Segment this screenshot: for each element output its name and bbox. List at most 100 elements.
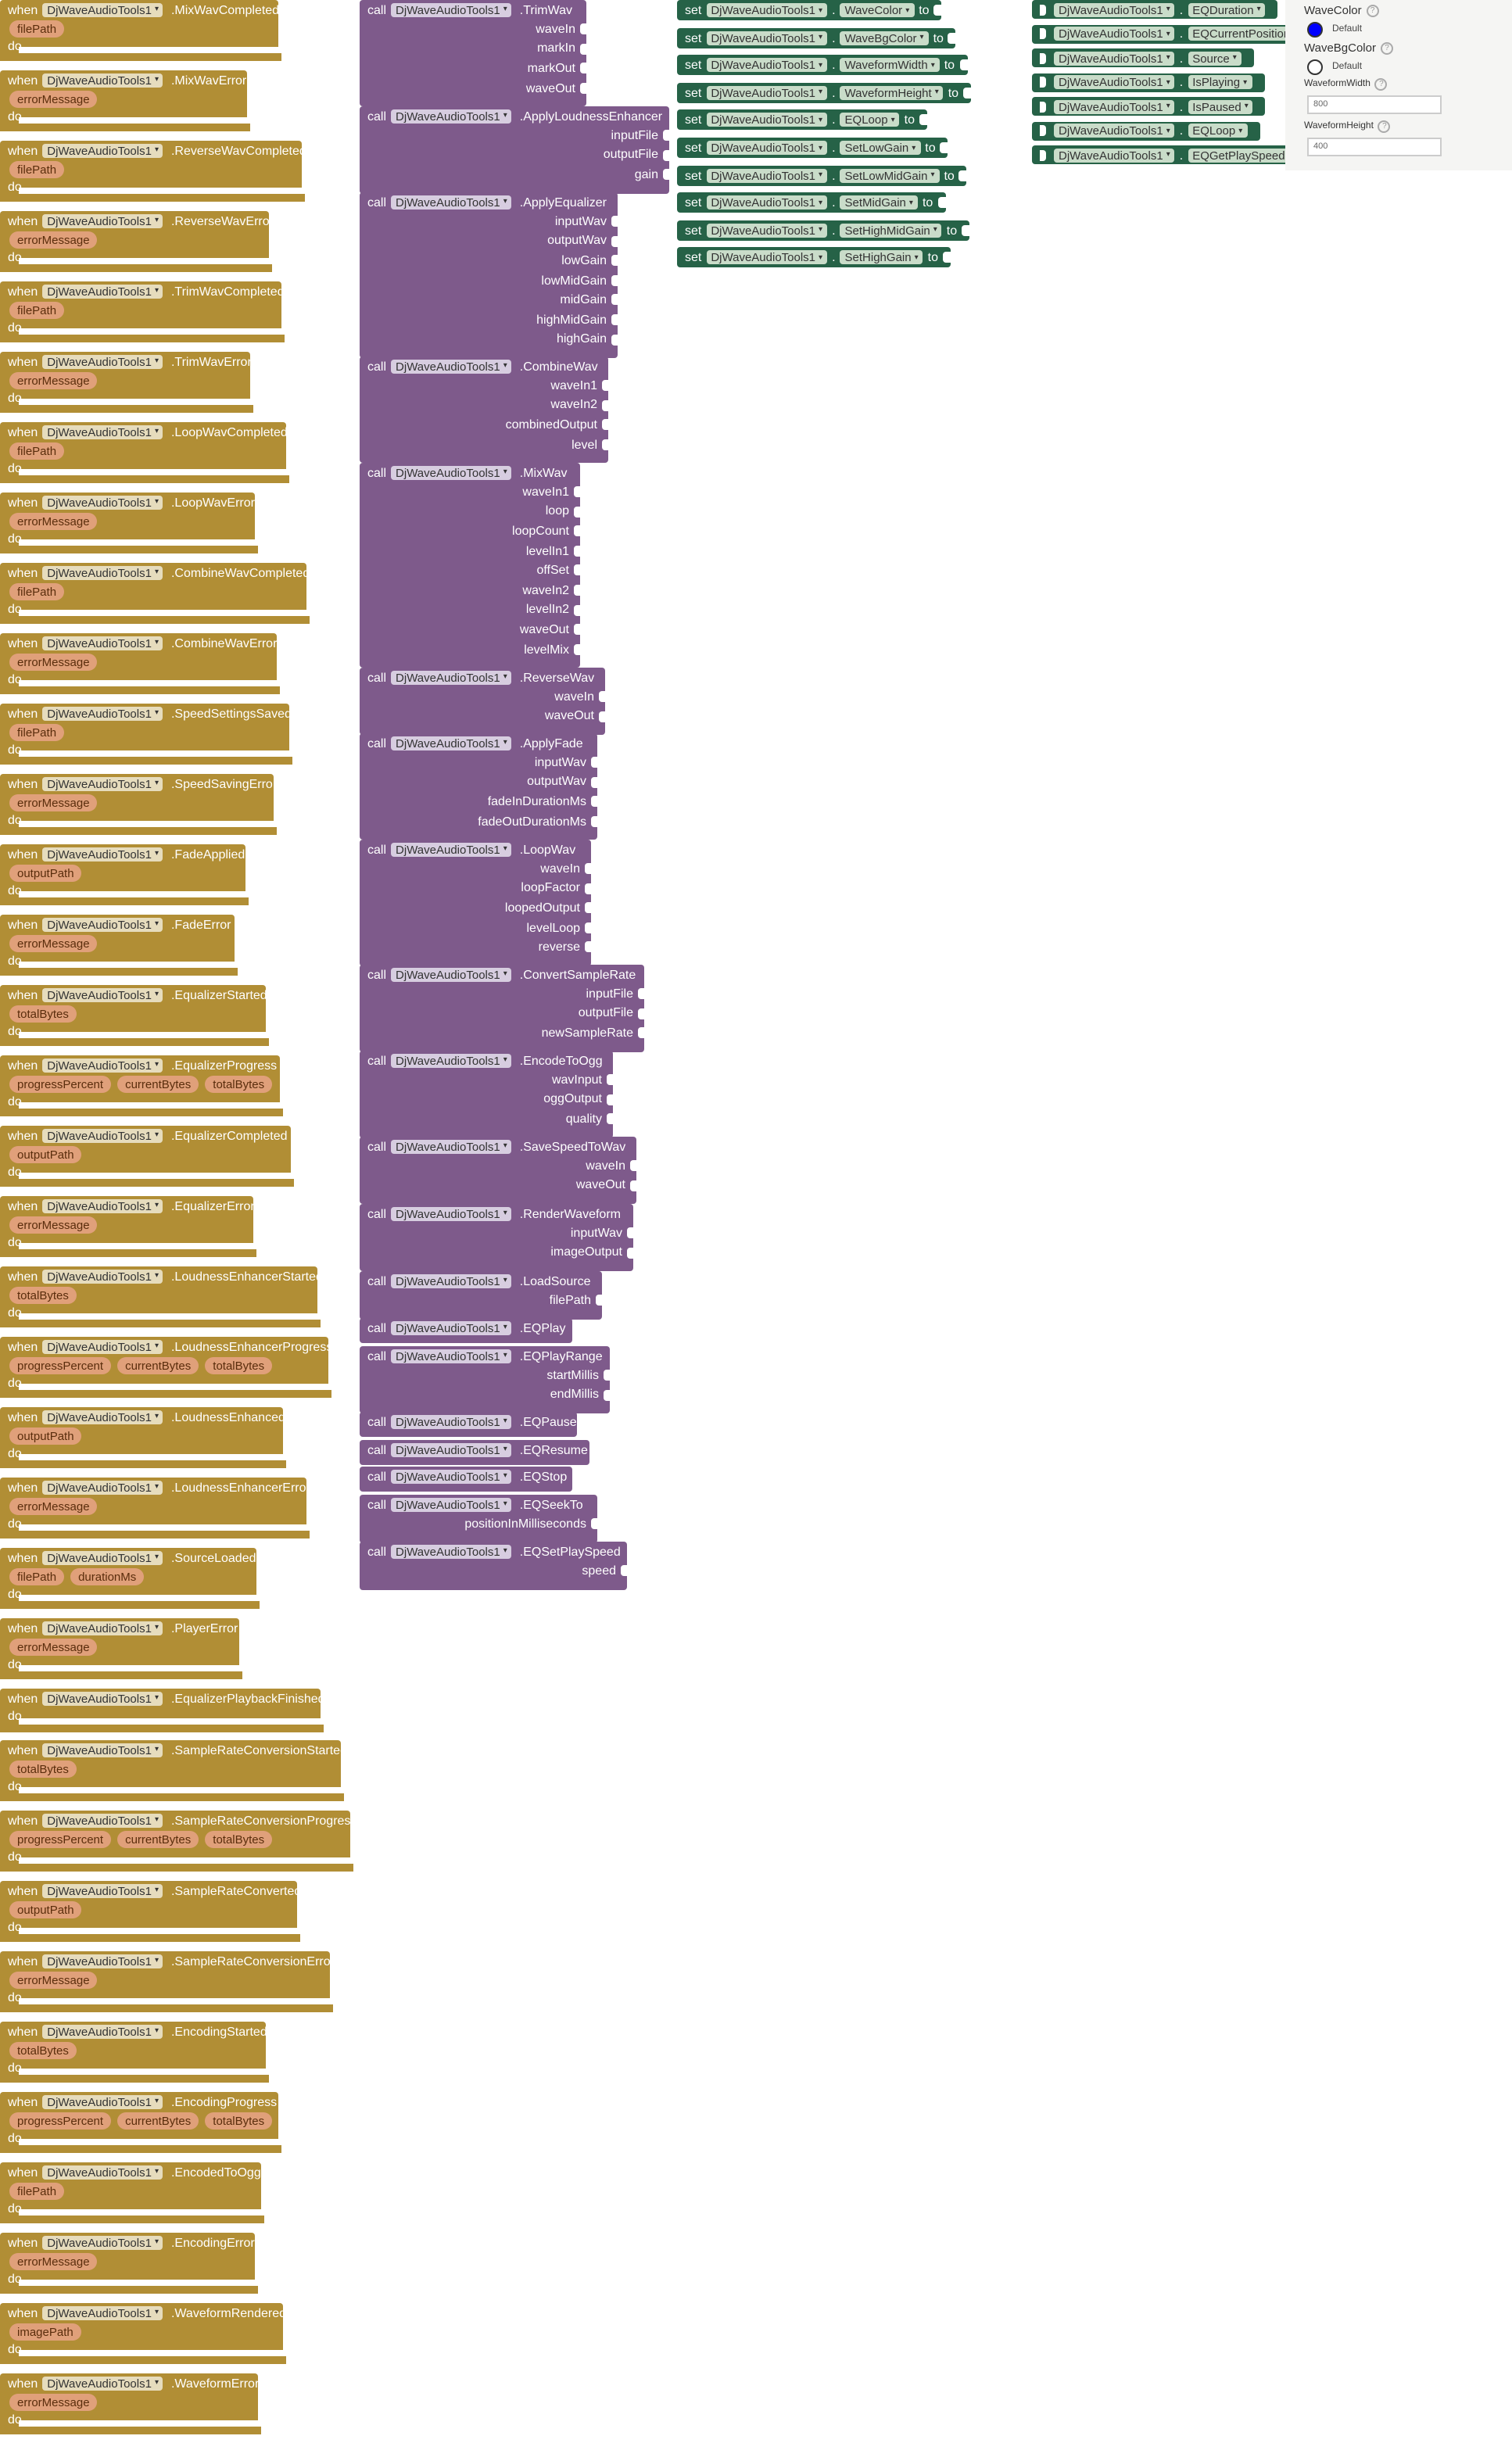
- param-current-bytes[interactable]: currentBytes: [117, 1830, 199, 1847]
- component-dropdown[interactable]: DjWaveAudioTools1 ▾: [391, 1273, 512, 1288]
- param-duration-ms[interactable]: durationMs: [70, 1567, 145, 1585]
- component-dropdown[interactable]: DjWaveAudioTools1 ▾: [42, 1410, 163, 1424]
- arg-socket-input-file[interactable]: inputFile: [360, 125, 671, 145]
- event-block-encoded-to-ogg[interactable]: when DjWaveAudioTools1 ▾ .EncodedToOgg fileP…: [0, 2162, 264, 2223]
- setter-block-set-mid-gain[interactable]: set DjWaveAudioTools1 ▾. SetMidGain ▾ to: [677, 192, 946, 213]
- setter-block-set-high-gain[interactable]: set DjWaveAudioTools1 ▾. SetHighGain ▾ to: [677, 247, 951, 268]
- param-total-bytes[interactable]: totalBytes: [9, 2041, 77, 2058]
- component-dropdown[interactable]: DjWaveAudioTools1 ▾: [1054, 124, 1175, 138]
- do-statement-slot[interactable]: [19, 1032, 266, 1038]
- param-error-message[interactable]: errorMessage: [9, 1497, 98, 1514]
- method-block-eqstop[interactable]: call DjWaveAudioTools1 ▾ .EQStop: [360, 1467, 572, 1492]
- arg-socket-image-output[interactable]: imageOutput: [360, 1242, 635, 1262]
- property-dropdown[interactable]: IsPaused ▾: [1188, 99, 1253, 113]
- component-dropdown[interactable]: DjWaveAudioTools1 ▾: [42, 495, 163, 509]
- arg-socket-level-in1[interactable]: levelIn1: [360, 541, 582, 561]
- component-dropdown[interactable]: DjWaveAudioTools1 ▾: [42, 1621, 163, 1635]
- component-dropdown[interactable]: DjWaveAudioTools1 ▾: [42, 1954, 163, 1968]
- method-block-eqset-play-speed[interactable]: call DjWaveAudioTools1 ▾ .EQSetPlaySpeed spe…: [360, 1542, 629, 1590]
- do-statement-slot[interactable]: [19, 328, 281, 335]
- property-dropdown[interactable]: SetLowGain ▾: [840, 141, 921, 155]
- event-block-source-loaded[interactable]: when DjWaveAudioTools1 ▾ .SourceLoaded fileP…: [0, 1548, 260, 1609]
- component-dropdown[interactable]: DjWaveAudioTools1 ▾: [391, 842, 512, 856]
- component-dropdown[interactable]: DjWaveAudioTools1 ▾: [1054, 99, 1175, 113]
- component-dropdown[interactable]: DjWaveAudioTools1 ▾: [42, 424, 163, 439]
- do-statement-slot[interactable]: [19, 1595, 256, 1601]
- component-dropdown[interactable]: DjWaveAudioTools1 ▾: [391, 1139, 512, 1153]
- component-dropdown[interactable]: DjWaveAudioTools1 ▾: [42, 73, 163, 87]
- component-dropdown[interactable]: DjWaveAudioTools1 ▾: [391, 1320, 512, 1334]
- component-dropdown[interactable]: DjWaveAudioTools1 ▾: [42, 1813, 163, 1827]
- do-statement-slot[interactable]: [19, 1243, 253, 1249]
- arg-socket-mark-in[interactable]: markIn: [360, 38, 588, 58]
- method-block-render-waveform[interactable]: call DjWaveAudioTools1 ▾ .RenderWaveform inp…: [360, 1204, 635, 1272]
- event-block-combine-wav-error[interactable]: when DjWaveAudioTools1 ▾ .CombineWavError er…: [0, 633, 280, 694]
- component-dropdown[interactable]: DjWaveAudioTools1 ▾: [1054, 75, 1175, 89]
- param-file-path[interactable]: filePath: [9, 1567, 65, 1585]
- component-dropdown[interactable]: DjWaveAudioTools1 ▾: [391, 1469, 512, 1483]
- component-dropdown[interactable]: DjWaveAudioTools1 ▾: [391, 465, 512, 479]
- do-statement-slot[interactable]: [19, 2420, 258, 2427]
- component-dropdown[interactable]: DjWaveAudioTools1 ▾: [42, 1198, 163, 1213]
- component-dropdown[interactable]: DjWaveAudioTools1 ▾: [1054, 27, 1175, 41]
- component-dropdown[interactable]: DjWaveAudioTools1 ▾: [391, 1497, 512, 1511]
- arg-socket-wave-in1[interactable]: waveIn1: [360, 375, 610, 395]
- component-dropdown[interactable]: DjWaveAudioTools1 ▾: [391, 2, 512, 16]
- event-block-sample-rate-conversion-error[interactable]: when DjWaveAudioTools1 ▾ .SampleRateConvers…: [0, 1951, 335, 2012]
- property-dropdown[interactable]: SetHighMidGain ▾: [840, 223, 942, 238]
- arg-socket-output-wav[interactable]: outputWav: [360, 231, 619, 250]
- method-block-eqplay[interactable]: call DjWaveAudioTools1 ▾ .EQPlay: [360, 1318, 572, 1343]
- event-block-waveform-error[interactable]: when DjWaveAudioTools1 ▾ .WaveformError erro…: [0, 2373, 261, 2434]
- param-error-message[interactable]: errorMessage: [9, 2252, 98, 2269]
- property-dropdown[interactable]: SetMidGain ▾: [840, 195, 918, 210]
- event-block-trim-wav-error[interactable]: when DjWaveAudioTools1 ▾ .TrimWavError error…: [0, 352, 253, 413]
- component-dropdown[interactable]: DjWaveAudioTools1 ▾: [706, 113, 828, 127]
- component-dropdown[interactable]: DjWaveAudioTools1 ▾: [42, 636, 163, 650]
- param-error-message[interactable]: errorMessage: [9, 2393, 98, 2410]
- component-dropdown[interactable]: DjWaveAudioTools1 ▾: [42, 987, 163, 1001]
- param-error-message[interactable]: errorMessage: [9, 512, 98, 529]
- event-block-mix-wav-error[interactable]: when DjWaveAudioTools1 ▾ .MixWavError errorM…: [0, 70, 250, 131]
- param-total-bytes[interactable]: totalBytes: [205, 2112, 273, 2129]
- param-file-path[interactable]: filePath: [9, 442, 65, 459]
- setter-block-waveform-height[interactable]: set DjWaveAudioTools1 ▾. WaveformHeight ▾ to: [677, 82, 972, 103]
- arg-socket-input-wav[interactable]: inputWav: [360, 752, 599, 772]
- method-block-mix-wav[interactable]: call DjWaveAudioTools1 ▾ .MixWav waveIn1 loop…: [360, 463, 582, 668]
- component-dropdown[interactable]: DjWaveAudioTools1 ▾: [42, 776, 163, 790]
- param-file-path[interactable]: filePath: [9, 582, 65, 600]
- waveform-width-input[interactable]: 800: [1307, 95, 1442, 114]
- do-statement-slot[interactable]: [19, 539, 255, 546]
- do-statement-slot[interactable]: [19, 258, 269, 264]
- property-dropdown[interactable]: EQGetPlaySpeed▾: [1188, 148, 1297, 162]
- event-block-sample-rate-conversion-started[interactable]: when DjWaveAudioTools1 ▾ .SampleRateConvers…: [0, 1740, 347, 1801]
- arg-socket-loop-factor[interactable]: loopFactor: [360, 878, 593, 897]
- arg-socket-level[interactable]: level: [360, 435, 610, 454]
- param-total-bytes[interactable]: totalBytes: [9, 1286, 77, 1303]
- event-block-equalizer-error[interactable]: when DjWaveAudioTools1 ▾ .EqualizerError err…: [0, 1196, 256, 1257]
- do-statement-slot[interactable]: [19, 750, 289, 757]
- method-block-convert-sample-rate[interactable]: call DjWaveAudioTools1 ▾ .ConvertSampleRate…: [360, 965, 646, 1052]
- component-dropdown[interactable]: DjWaveAudioTools1 ▾: [42, 1691, 163, 1705]
- param-progress-percent[interactable]: progressPercent: [9, 1356, 112, 1374]
- arg-socket-output-file[interactable]: outputFile: [360, 145, 671, 164]
- arg-socket-fade-in-duration-ms[interactable]: fadeInDurationMs: [360, 791, 599, 811]
- event-block-reverse-wav-error[interactable]: when DjWaveAudioTools1 ▾ .ReverseWavError er…: [0, 211, 274, 272]
- param-progress-percent[interactable]: progressPercent: [9, 2112, 112, 2129]
- arg-socket-looped-output[interactable]: loopedOutput: [360, 897, 593, 917]
- do-statement-slot[interactable]: [19, 610, 306, 616]
- component-dropdown[interactable]: DjWaveAudioTools1 ▾: [42, 354, 163, 368]
- param-error-message[interactable]: errorMessage: [9, 1638, 98, 1655]
- component-dropdown[interactable]: DjWaveAudioTools1 ▾: [42, 1550, 163, 1564]
- arg-socket-wave-in[interactable]: waveIn: [360, 19, 588, 38]
- method-block-apply-loudness-enhancer[interactable]: call DjWaveAudioTools1 ▾ .ApplyLoudnessEnha…: [360, 106, 671, 194]
- method-block-apply-fade[interactable]: call DjWaveAudioTools1 ▾ .ApplyFade inputWav…: [360, 733, 599, 840]
- component-dropdown[interactable]: DjWaveAudioTools1 ▾: [42, 706, 163, 720]
- do-statement-slot[interactable]: [19, 1665, 239, 1671]
- setter-block-wave-bg-color[interactable]: set DjWaveAudioTools1 ▾. WaveBgColor ▾ to: [677, 27, 956, 48]
- event-block-equalizer-playback-finished[interactable]: when DjWaveAudioTools1 ▾ .EqualizerPlayback…: [0, 1689, 325, 1732]
- param-current-bytes[interactable]: currentBytes: [117, 2112, 199, 2129]
- param-file-path[interactable]: filePath: [9, 2182, 65, 2199]
- do-statement-slot[interactable]: [19, 1173, 291, 1179]
- component-dropdown[interactable]: DjWaveAudioTools1 ▾: [706, 3, 828, 17]
